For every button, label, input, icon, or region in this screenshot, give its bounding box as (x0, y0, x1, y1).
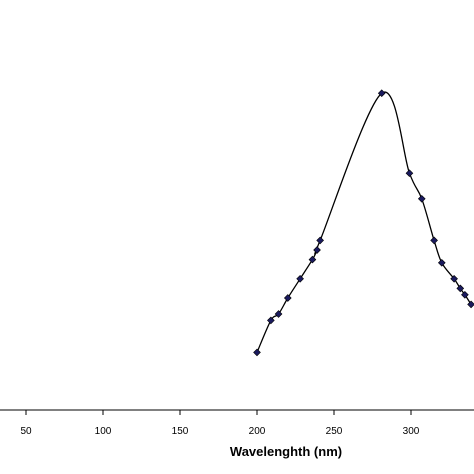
data-point (467, 300, 474, 309)
data-point (313, 246, 321, 254)
data-point (296, 274, 304, 283)
data-point (456, 284, 465, 293)
data-point (253, 348, 261, 357)
data-point (267, 316, 275, 325)
series-markers (253, 89, 474, 357)
data-point (274, 310, 283, 318)
x-tick-label: 300 (403, 426, 420, 437)
series-line (256, 91, 472, 353)
x-tick-label: 150 (172, 426, 189, 437)
data-point (437, 258, 446, 267)
plot-area (253, 89, 474, 357)
x-tick-label: 50 (20, 426, 32, 437)
x-axis-title: Wavelenghth (nm) (230, 444, 342, 459)
data-point (405, 169, 414, 178)
data-point (283, 294, 292, 302)
x-tick-label: 100 (95, 426, 112, 437)
data-point (430, 236, 438, 245)
data-point (377, 89, 386, 98)
data-point (417, 194, 426, 203)
x-tick-label: 250 (326, 426, 343, 437)
data-point (308, 255, 317, 264)
data-point (450, 274, 458, 283)
x-axis-ticks: 50 100 150 200 250 300 (20, 410, 420, 437)
x-tick-label: 200 (249, 426, 266, 437)
data-point (461, 290, 469, 299)
data-point (316, 236, 324, 245)
